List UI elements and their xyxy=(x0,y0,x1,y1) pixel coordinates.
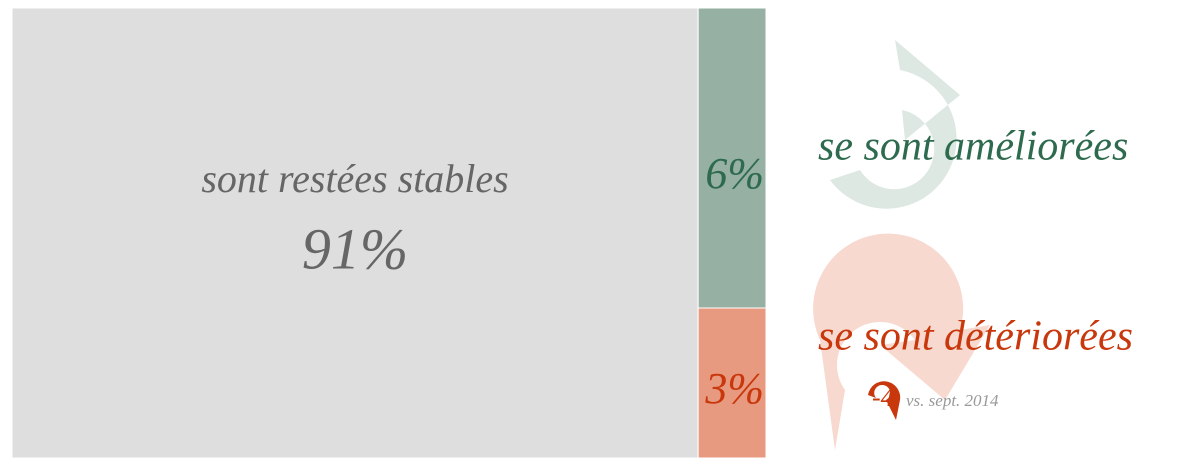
delta-note: vs. sept. 2014 xyxy=(906,391,999,410)
category-label: se sont améliorées xyxy=(818,124,1128,170)
category-label: se sont détériorées xyxy=(818,314,1133,360)
value-label: 3% xyxy=(704,364,764,413)
tile xyxy=(697,7,767,309)
value-label: 6% xyxy=(705,149,764,198)
improve-arrow-icon xyxy=(830,40,960,209)
tile xyxy=(697,307,767,458)
value-label: 91% xyxy=(302,216,408,281)
decline-arrow-icon xyxy=(813,233,990,450)
category-label: sont restées stables xyxy=(201,156,508,201)
delta-value: -4 xyxy=(872,383,894,412)
delta-icon xyxy=(868,381,901,420)
tile xyxy=(11,7,699,458)
